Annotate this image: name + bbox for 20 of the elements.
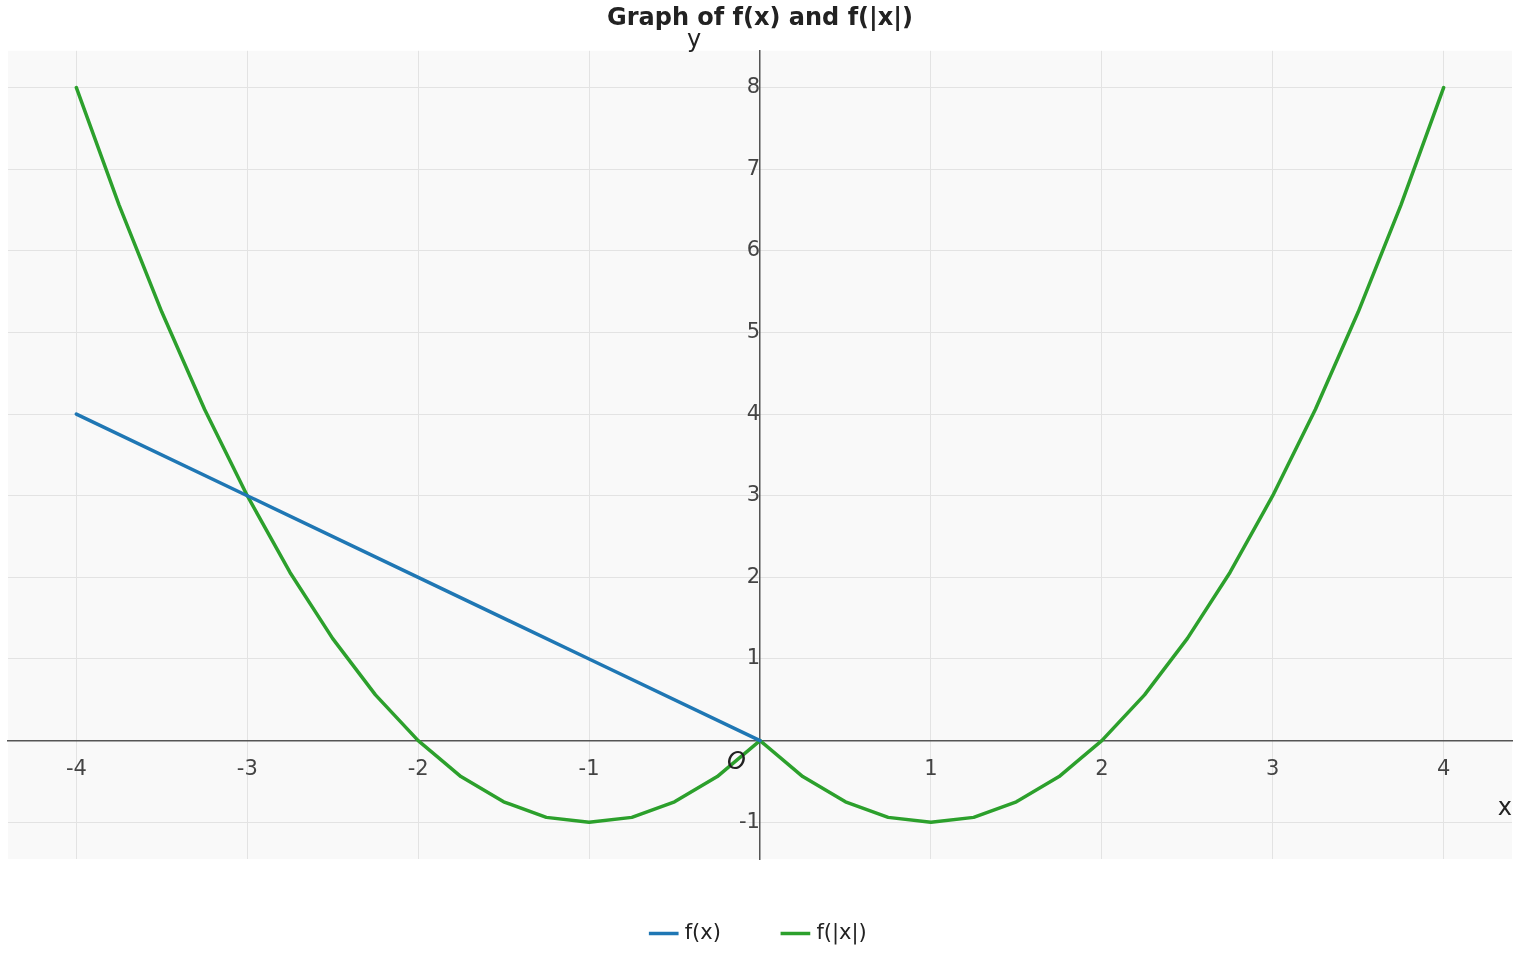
x-axis-title: x bbox=[1497, 792, 1512, 821]
legend-label: f(x) bbox=[684, 919, 721, 944]
x-tick-label: -3 bbox=[236, 755, 258, 780]
legend-label: f(|x|) bbox=[816, 919, 867, 945]
y-tick-label: -1 bbox=[739, 808, 760, 833]
x-tick-label: 2 bbox=[1095, 755, 1109, 780]
x-tick-label: 3 bbox=[1266, 755, 1280, 780]
y-tick-label: 8 bbox=[746, 73, 760, 98]
x-tick-label: 1 bbox=[924, 755, 938, 780]
y-tick-label: 1 bbox=[746, 645, 760, 670]
x-tick-label: 4 bbox=[1436, 755, 1451, 780]
y-tick-label: 6 bbox=[746, 237, 760, 262]
y-tick-label: 2 bbox=[746, 563, 760, 588]
x-tick-label: -2 bbox=[407, 755, 429, 780]
y-tick-label: 4 bbox=[746, 400, 760, 425]
y-tick-label: 7 bbox=[746, 155, 760, 180]
y-tick-label: 3 bbox=[746, 482, 760, 507]
x-tick-label: -4 bbox=[65, 755, 87, 780]
x-tick-label: -1 bbox=[578, 755, 600, 780]
y-tick-label: 5 bbox=[746, 318, 760, 343]
